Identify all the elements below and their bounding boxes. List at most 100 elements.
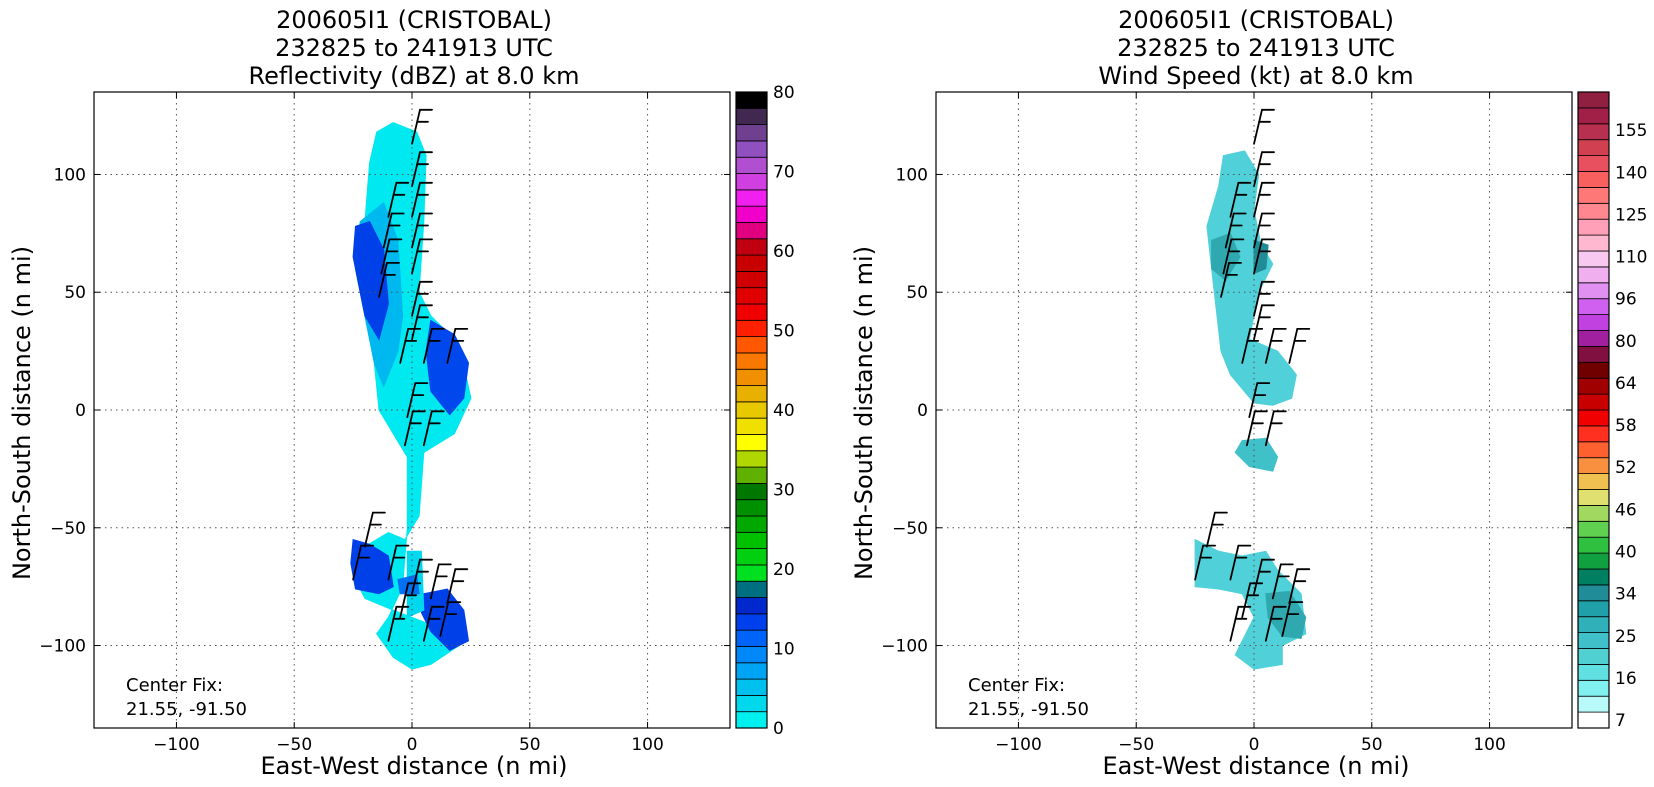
wind-barb <box>387 605 410 642</box>
colorbar-swatch <box>735 711 768 729</box>
wind-barb <box>422 328 445 364</box>
colorbar-swatch <box>1577 584 1610 602</box>
colorbar-swatch <box>735 303 768 321</box>
panel-wind-speed: 200605I1 (CRISTOBAL) 232825 to 241913 UT… <box>850 6 1647 780</box>
wind-barb <box>1253 108 1275 145</box>
colorbar-swatch <box>1577 616 1610 634</box>
x-axis-label: East-West distance (n mi) <box>1102 752 1409 780</box>
wind-barb <box>411 238 433 275</box>
y-axis-label: North-South distance (n mi) <box>8 246 36 580</box>
colorbar-swatch <box>1577 234 1610 252</box>
colorbar-swatch <box>1577 536 1610 554</box>
x-tick-label: −100 <box>995 735 1042 755</box>
wind-barb <box>1229 544 1252 581</box>
colorbar-swatch <box>735 548 768 566</box>
wind-barb <box>1248 382 1271 418</box>
wind-barb <box>364 511 386 548</box>
colorbar-swatch <box>735 417 768 435</box>
colorbar-tick-label: 34 <box>1615 585 1637 605</box>
wind-barb <box>411 151 433 188</box>
colorbar-tick-label: 50 <box>773 322 795 342</box>
panel-title-line-1: 200605I1 (CRISTOBAL) <box>1118 6 1394 34</box>
colorbar-swatch <box>735 270 768 289</box>
wind-barb <box>411 280 433 317</box>
colorbar-swatch <box>1577 377 1610 395</box>
panel-title-line-2: 232825 to 241913 UTC <box>1117 34 1395 62</box>
wind-barb <box>1264 410 1287 447</box>
colorbar-swatch <box>1577 679 1610 697</box>
colorbar-swatch <box>1577 361 1610 379</box>
colorbar-frame <box>1577 91 1610 729</box>
colorbar-swatch <box>1577 425 1610 443</box>
wind-barb <box>1271 563 1294 600</box>
colorbar-tick-label: 110 <box>1615 248 1647 268</box>
wind-barb <box>1253 181 1275 218</box>
colorbar-tick-label: 58 <box>1615 416 1637 436</box>
echo-region <box>1265 590 1307 640</box>
colorbar: 0 10 20 30 40 50 60 70 80 <box>735 83 795 739</box>
colorbar-swatch <box>735 173 768 191</box>
colorbar-tick-label: 7 <box>1615 711 1626 731</box>
x-tick-label: 0 <box>1249 735 1260 755</box>
x-tick-label: 100 <box>1473 735 1505 755</box>
plot-area: −100 −50 0 50 100 −100 −50 0 50 100 <box>881 91 1573 755</box>
wind-barb <box>1288 568 1311 605</box>
wind-barb <box>1241 328 1264 364</box>
colorbar-swatch <box>1577 520 1610 538</box>
colorbar-tick-label: 30 <box>773 481 795 501</box>
colorbar-tick-label: 125 <box>1615 205 1647 225</box>
colorbar-swatch <box>735 107 768 126</box>
colorbar: 7 16 25 34 40 46 52 58 64 80 96 110 125 140 155 <box>1577 91 1647 731</box>
colorbar-swatch <box>1577 330 1610 347</box>
x-tick-label: −50 <box>276 735 312 755</box>
colorbar-swatch <box>1577 552 1610 570</box>
colorbar-swatch <box>735 482 768 501</box>
colorbar-swatch <box>1577 186 1610 204</box>
wind-barb <box>429 563 452 600</box>
colorbar-swatch <box>735 352 768 370</box>
wind-barb <box>1264 605 1287 642</box>
colorbar-swatch <box>1577 123 1610 141</box>
colorbar-swatch <box>1577 314 1610 331</box>
y-tick-label: −50 <box>892 519 928 539</box>
colorbar-swatch <box>1577 489 1610 506</box>
echo-region <box>1253 239 1269 275</box>
wind-barb <box>411 181 433 218</box>
y-tick-label: 100 <box>896 165 928 185</box>
wind-barb <box>1220 262 1242 298</box>
colorbar-tick-label: 16 <box>1615 669 1637 689</box>
wind-barb <box>1229 181 1252 218</box>
colorbar-swatch <box>1577 632 1610 649</box>
y-axis-label: North-South distance (n mi) <box>850 246 878 580</box>
wind-barb <box>404 410 426 447</box>
colorbar-swatch <box>735 662 768 680</box>
colorbar-swatch <box>735 205 768 223</box>
wind-barb <box>1253 238 1275 275</box>
wind-barb <box>387 181 410 218</box>
colorbar-swatch <box>735 222 768 240</box>
colorbar-swatch <box>1577 298 1610 316</box>
colorbar-swatch <box>735 678 768 696</box>
wind-barb <box>1288 328 1311 364</box>
wind-barb <box>411 558 433 595</box>
x-tick-label: 50 <box>1361 735 1383 755</box>
colorbar-swatch <box>735 385 768 403</box>
colorbar-tick-label: 155 <box>1615 121 1647 141</box>
panel-title-line-2: 232825 to 241913 UTC <box>275 34 553 62</box>
center-fix-value: 21.55, -91.50 <box>968 699 1089 720</box>
wind-barb <box>352 544 374 581</box>
wind-barb <box>1224 212 1247 249</box>
colorbar-swatch <box>735 124 768 142</box>
y-tick-label: 100 <box>54 165 86 185</box>
colorbar-tick-label: 52 <box>1615 458 1637 478</box>
x-tick-label: 100 <box>631 735 663 755</box>
colorbar-swatch <box>735 466 768 484</box>
x-tick-label: −100 <box>153 735 200 755</box>
wind-barb <box>1253 280 1275 317</box>
colorbar-swatch <box>1577 504 1610 522</box>
echo-region <box>425 319 470 416</box>
plot-area: −100 −50 0 50 100 −100 −50 0 50 100 <box>39 91 731 755</box>
colorbar-swatch <box>1577 711 1610 729</box>
colorbar-swatch <box>1577 664 1610 681</box>
